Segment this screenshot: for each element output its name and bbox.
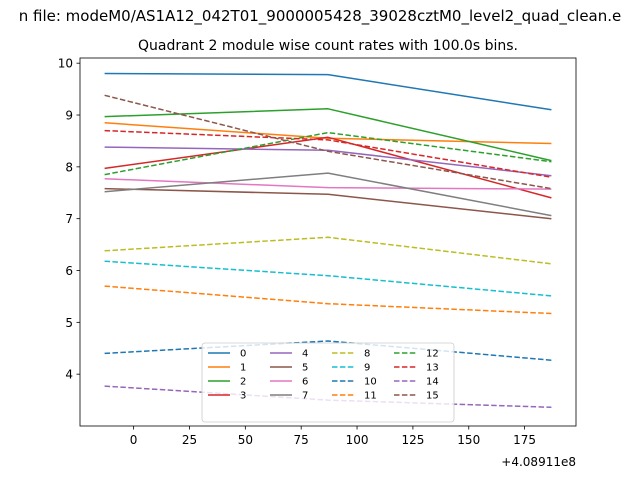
legend-label-3: 3 <box>240 391 246 402</box>
series-line-13 <box>104 129 552 178</box>
x-tick-label: 125 <box>401 433 424 447</box>
series-layer <box>104 72 552 409</box>
legend-label-6: 6 <box>302 377 308 388</box>
series-line-15 <box>104 94 552 190</box>
series-line-5 <box>104 187 552 220</box>
series-line-9 <box>104 260 552 297</box>
legend-label-4: 4 <box>302 349 308 360</box>
legend-label-10: 10 <box>364 377 377 388</box>
series-line-8 <box>104 236 552 265</box>
x-axis-offset-label: +4.08911e8 <box>501 455 576 469</box>
x-tick-label: 150 <box>457 433 480 447</box>
series-line-4 <box>104 146 552 177</box>
legend-label-15: 15 <box>426 391 439 402</box>
y-tick-label: 5 <box>65 316 73 330</box>
series-line-3 <box>104 136 552 199</box>
legend-label-13: 13 <box>426 363 439 374</box>
legend-box <box>201 342 455 423</box>
legend-label-8: 8 <box>364 349 370 360</box>
y-axis: 4 5 6 7 8 9 10 <box>58 57 80 382</box>
y-tick-label: 8 <box>65 160 73 174</box>
legend-label-7: 7 <box>302 391 308 402</box>
series-line-2 <box>104 108 552 162</box>
series-line-6 <box>104 178 552 190</box>
series-line-1 <box>104 122 552 145</box>
legend-label-12: 12 <box>426 349 439 360</box>
series-line-12 <box>104 131 552 176</box>
x-tick-label: 0 <box>130 433 138 447</box>
series-line-10 <box>104 340 552 361</box>
legend-label-11: 11 <box>364 391 377 402</box>
y-tick-label: 7 <box>65 212 73 226</box>
y-tick-label: 9 <box>65 109 73 123</box>
x-tick-label: 75 <box>294 433 309 447</box>
x-tick-label: 25 <box>182 433 197 447</box>
chart-title: Quadrant 2 module wise count rates with … <box>138 38 518 54</box>
x-tick-label: 50 <box>238 433 253 447</box>
y-tick-label: 6 <box>65 264 73 278</box>
legend-label-9: 9 <box>364 363 370 374</box>
series-line-0 <box>104 72 552 111</box>
legend-label-0: 0 <box>240 349 246 360</box>
x-tick-label: 175 <box>513 433 536 447</box>
x-tick-label: 100 <box>346 433 369 447</box>
y-tick-label: 4 <box>65 368 73 382</box>
series-line-11 <box>104 285 552 315</box>
y-tick-label: 10 <box>58 57 73 71</box>
axes-frame <box>79 57 577 427</box>
figure-suptitle: n file: modeM0/AS1A12_042T01_9000005428_… <box>19 7 622 26</box>
x-axis: 0 25 50 75 100 125 150 175 <box>130 426 536 447</box>
legend-label-2: 2 <box>240 377 246 388</box>
legend-label-5: 5 <box>302 363 308 374</box>
legend-label-1: 1 <box>240 363 246 374</box>
series-line-7 <box>104 172 552 217</box>
legend-label-14: 14 <box>426 377 439 388</box>
